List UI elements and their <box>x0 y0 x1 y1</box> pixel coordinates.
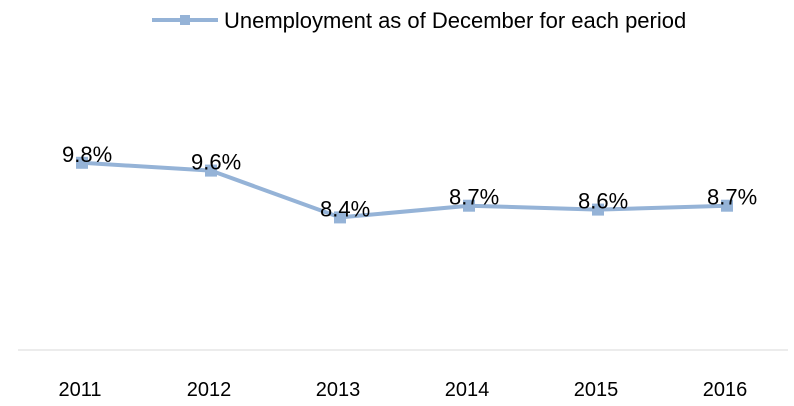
data-point-marker-2011 <box>76 156 88 169</box>
data-label-2016: 8.7% <box>707 185 757 210</box>
data-point-marker-2016 <box>721 199 733 212</box>
data-label-2014: 8.7% <box>449 185 499 210</box>
data-label-2012: 9.6% <box>191 150 241 175</box>
x-tick-label-2015: 2015 <box>574 379 619 401</box>
plot-area: 9.8% 9.6% 8.4% 8.7% 8.6% 8.7% <box>62 142 757 224</box>
x-tick-label-2012: 2012 <box>187 379 232 401</box>
data-label-2015: 8.6% <box>578 189 628 214</box>
x-axis-tick-labels: 2011 2012 2013 2014 2015 2016 <box>58 379 747 401</box>
data-point-marker-2012 <box>205 164 217 177</box>
data-label-2011: 9.8% <box>62 142 112 167</box>
x-tick-label-2014: 2014 <box>445 379 490 401</box>
data-point-marker-2014 <box>463 199 475 212</box>
x-tick-label-2013: 2013 <box>316 379 361 401</box>
legend-label: Unemployment as of December for each per… <box>224 8 686 33</box>
data-label-2013: 8.4% <box>320 196 370 221</box>
legend: Unemployment as of December for each per… <box>152 8 686 33</box>
legend-marker-swatch <box>180 15 190 25</box>
series-line <box>81 160 728 220</box>
data-point-marker-2013 <box>334 211 346 224</box>
x-tick-label-2016: 2016 <box>703 379 748 401</box>
x-tick-label-2011: 2011 <box>58 379 101 401</box>
data-point-marker-2015 <box>592 203 604 216</box>
